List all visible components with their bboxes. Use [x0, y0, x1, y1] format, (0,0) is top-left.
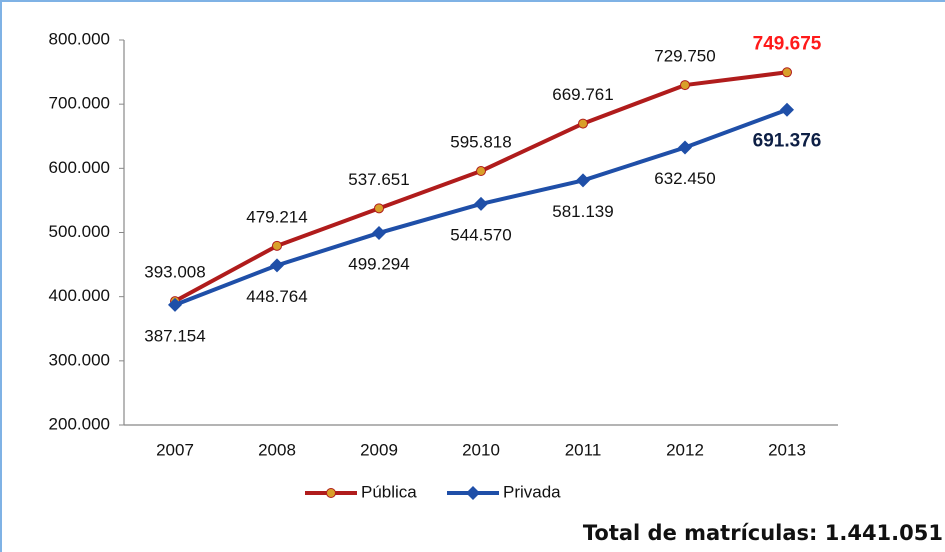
data-label: 669.761: [552, 85, 613, 104]
y-tick-label: 700.000: [49, 94, 110, 113]
x-tick-label: 2013: [768, 440, 806, 459]
legend-label: Pública: [361, 482, 417, 501]
y-tick-label: 500.000: [49, 222, 110, 241]
marker: [372, 225, 386, 240]
marker: [270, 258, 284, 273]
y-tick-label: 800.000: [49, 29, 110, 48]
data-label: 632.450: [654, 169, 715, 188]
annotation: Total de matrículas: 1.441.051: [583, 521, 943, 545]
data-label: 448.764: [246, 287, 307, 306]
x-tick-label: 2010: [462, 440, 500, 459]
data-label: 499.294: [348, 254, 409, 273]
data-label: 595.818: [450, 133, 511, 152]
marker: [476, 166, 486, 177]
data-label: 749.675: [753, 33, 822, 54]
data-label: 387.154: [144, 326, 205, 345]
y-tick-label: 300.000: [49, 350, 110, 369]
data-label: 544.570: [450, 225, 511, 244]
y-tick-label: 200.000: [49, 414, 110, 433]
marker: [374, 203, 384, 214]
x-tick-label: 2011: [565, 440, 602, 459]
marker: [576, 173, 590, 188]
marker: [272, 240, 282, 251]
x-tick-label: 2009: [360, 440, 398, 459]
marker: [474, 196, 488, 211]
data-label: 393.008: [144, 263, 205, 282]
legend-marker: [466, 486, 480, 500]
marker: [678, 140, 692, 155]
marker: [578, 118, 588, 129]
y-tick-label: 400.000: [49, 286, 110, 305]
data-label: 729.750: [654, 47, 715, 66]
data-label: 581.139: [552, 202, 613, 221]
legend-label: Privada: [503, 482, 561, 501]
x-tick-label: 2008: [258, 440, 296, 459]
marker: [168, 297, 182, 312]
marker: [680, 80, 690, 91]
x-tick-label: 2007: [156, 440, 194, 459]
data-label: 479.214: [246, 207, 307, 226]
data-label: 537.651: [348, 170, 409, 189]
data-label: 691.376: [753, 131, 822, 152]
x-tick-label: 2012: [666, 440, 704, 459]
y-tick-label: 600.000: [49, 158, 110, 177]
legend-marker: [326, 488, 336, 498]
marker: [782, 67, 792, 78]
marker: [780, 102, 794, 117]
